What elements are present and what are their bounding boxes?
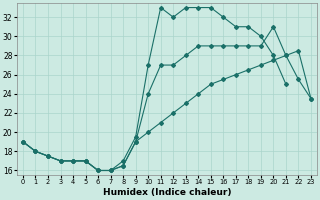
X-axis label: Humidex (Indice chaleur): Humidex (Indice chaleur)	[103, 188, 231, 197]
